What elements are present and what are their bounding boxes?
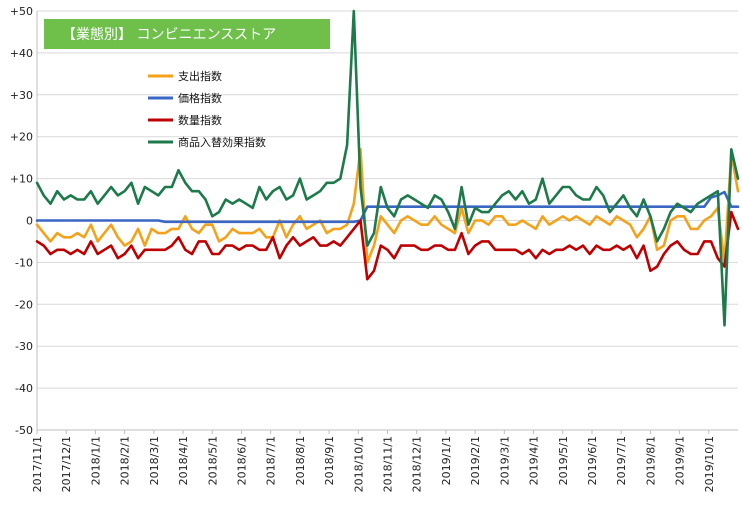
y-tick-label: 0 <box>26 215 33 228</box>
x-tick-label: 2019/4/1 <box>528 436 541 485</box>
y-tick-label: -10 <box>15 256 33 269</box>
y-tick-label: +50 <box>10 5 33 18</box>
x-tick-label: 2019/9/1 <box>674 436 687 485</box>
x-tick-label: 2018/8/1 <box>294 436 307 485</box>
x-tick-label: 2019/7/1 <box>615 436 628 485</box>
series-line <box>35 148 740 264</box>
legend-label: 数量指数 <box>178 113 222 127</box>
x-tick-label: 2019/6/1 <box>586 436 599 485</box>
x-tick-label: 2019/10/1 <box>703 436 716 492</box>
x-tick-labels: 2017/11/1 2017/12/1 2018/1/1 2018/2/1 2018/3… <box>31 436 716 492</box>
x-tick-label: 2019/5/1 <box>557 436 570 485</box>
y-tick-label: -40 <box>15 382 33 395</box>
y-tick-labels: +50 +40 +30 +20 +10 0 -10 -20 -30 -40 -50 <box>10 5 33 437</box>
y-tick-label: -50 <box>15 424 33 437</box>
x-tick-label: 2018/11/1 <box>382 436 395 492</box>
y-tick-label: +30 <box>10 89 33 102</box>
series-line <box>35 9 740 327</box>
axes <box>36 11 738 434</box>
x-tick-label: 2019/3/1 <box>498 436 511 485</box>
chart-title-background <box>44 19 330 49</box>
x-tick-label: 2018/4/1 <box>177 436 190 485</box>
chart-title: 【業態別】 コンビニエンスストア <box>62 27 276 43</box>
x-tick-label: 2019/1/1 <box>440 436 453 485</box>
legend-label: 価格指数 <box>178 91 222 105</box>
y-tick-label: +10 <box>10 173 33 186</box>
x-tick-label: 2018/5/1 <box>206 436 219 485</box>
x-tick-label: 2018/2/1 <box>119 436 132 485</box>
legend-label: 商品入替効果指数 <box>178 135 266 149</box>
y-tick-label: +20 <box>10 131 33 144</box>
x-tick-label: 2017/11/1 <box>31 436 44 492</box>
y-tick-label: -30 <box>15 340 33 353</box>
x-tick-label: 2017/12/1 <box>60 436 73 492</box>
x-tick-label: 2018/6/1 <box>235 436 248 485</box>
chart-title-box: 【業態別】 コンビニエンスストア <box>44 19 330 49</box>
y-tick-label: -20 <box>15 298 33 311</box>
x-tick-label: 2019/8/1 <box>644 436 657 485</box>
x-tick-label: 2018/3/1 <box>148 436 161 485</box>
series-line <box>35 210 740 281</box>
legend-label: 支出指数 <box>178 69 222 83</box>
series-lines <box>35 9 740 327</box>
x-tick-label: 2018/10/1 <box>352 436 365 492</box>
x-tick-label: 2019/2/1 <box>469 436 482 485</box>
x-tick-label: 2018/1/1 <box>89 436 102 485</box>
y-tick-label: +40 <box>10 47 33 60</box>
x-tick-label: 2018/12/1 <box>411 436 424 492</box>
x-tick-label: 2018/9/1 <box>323 436 336 485</box>
x-tick-label: 2018/7/1 <box>265 436 278 485</box>
